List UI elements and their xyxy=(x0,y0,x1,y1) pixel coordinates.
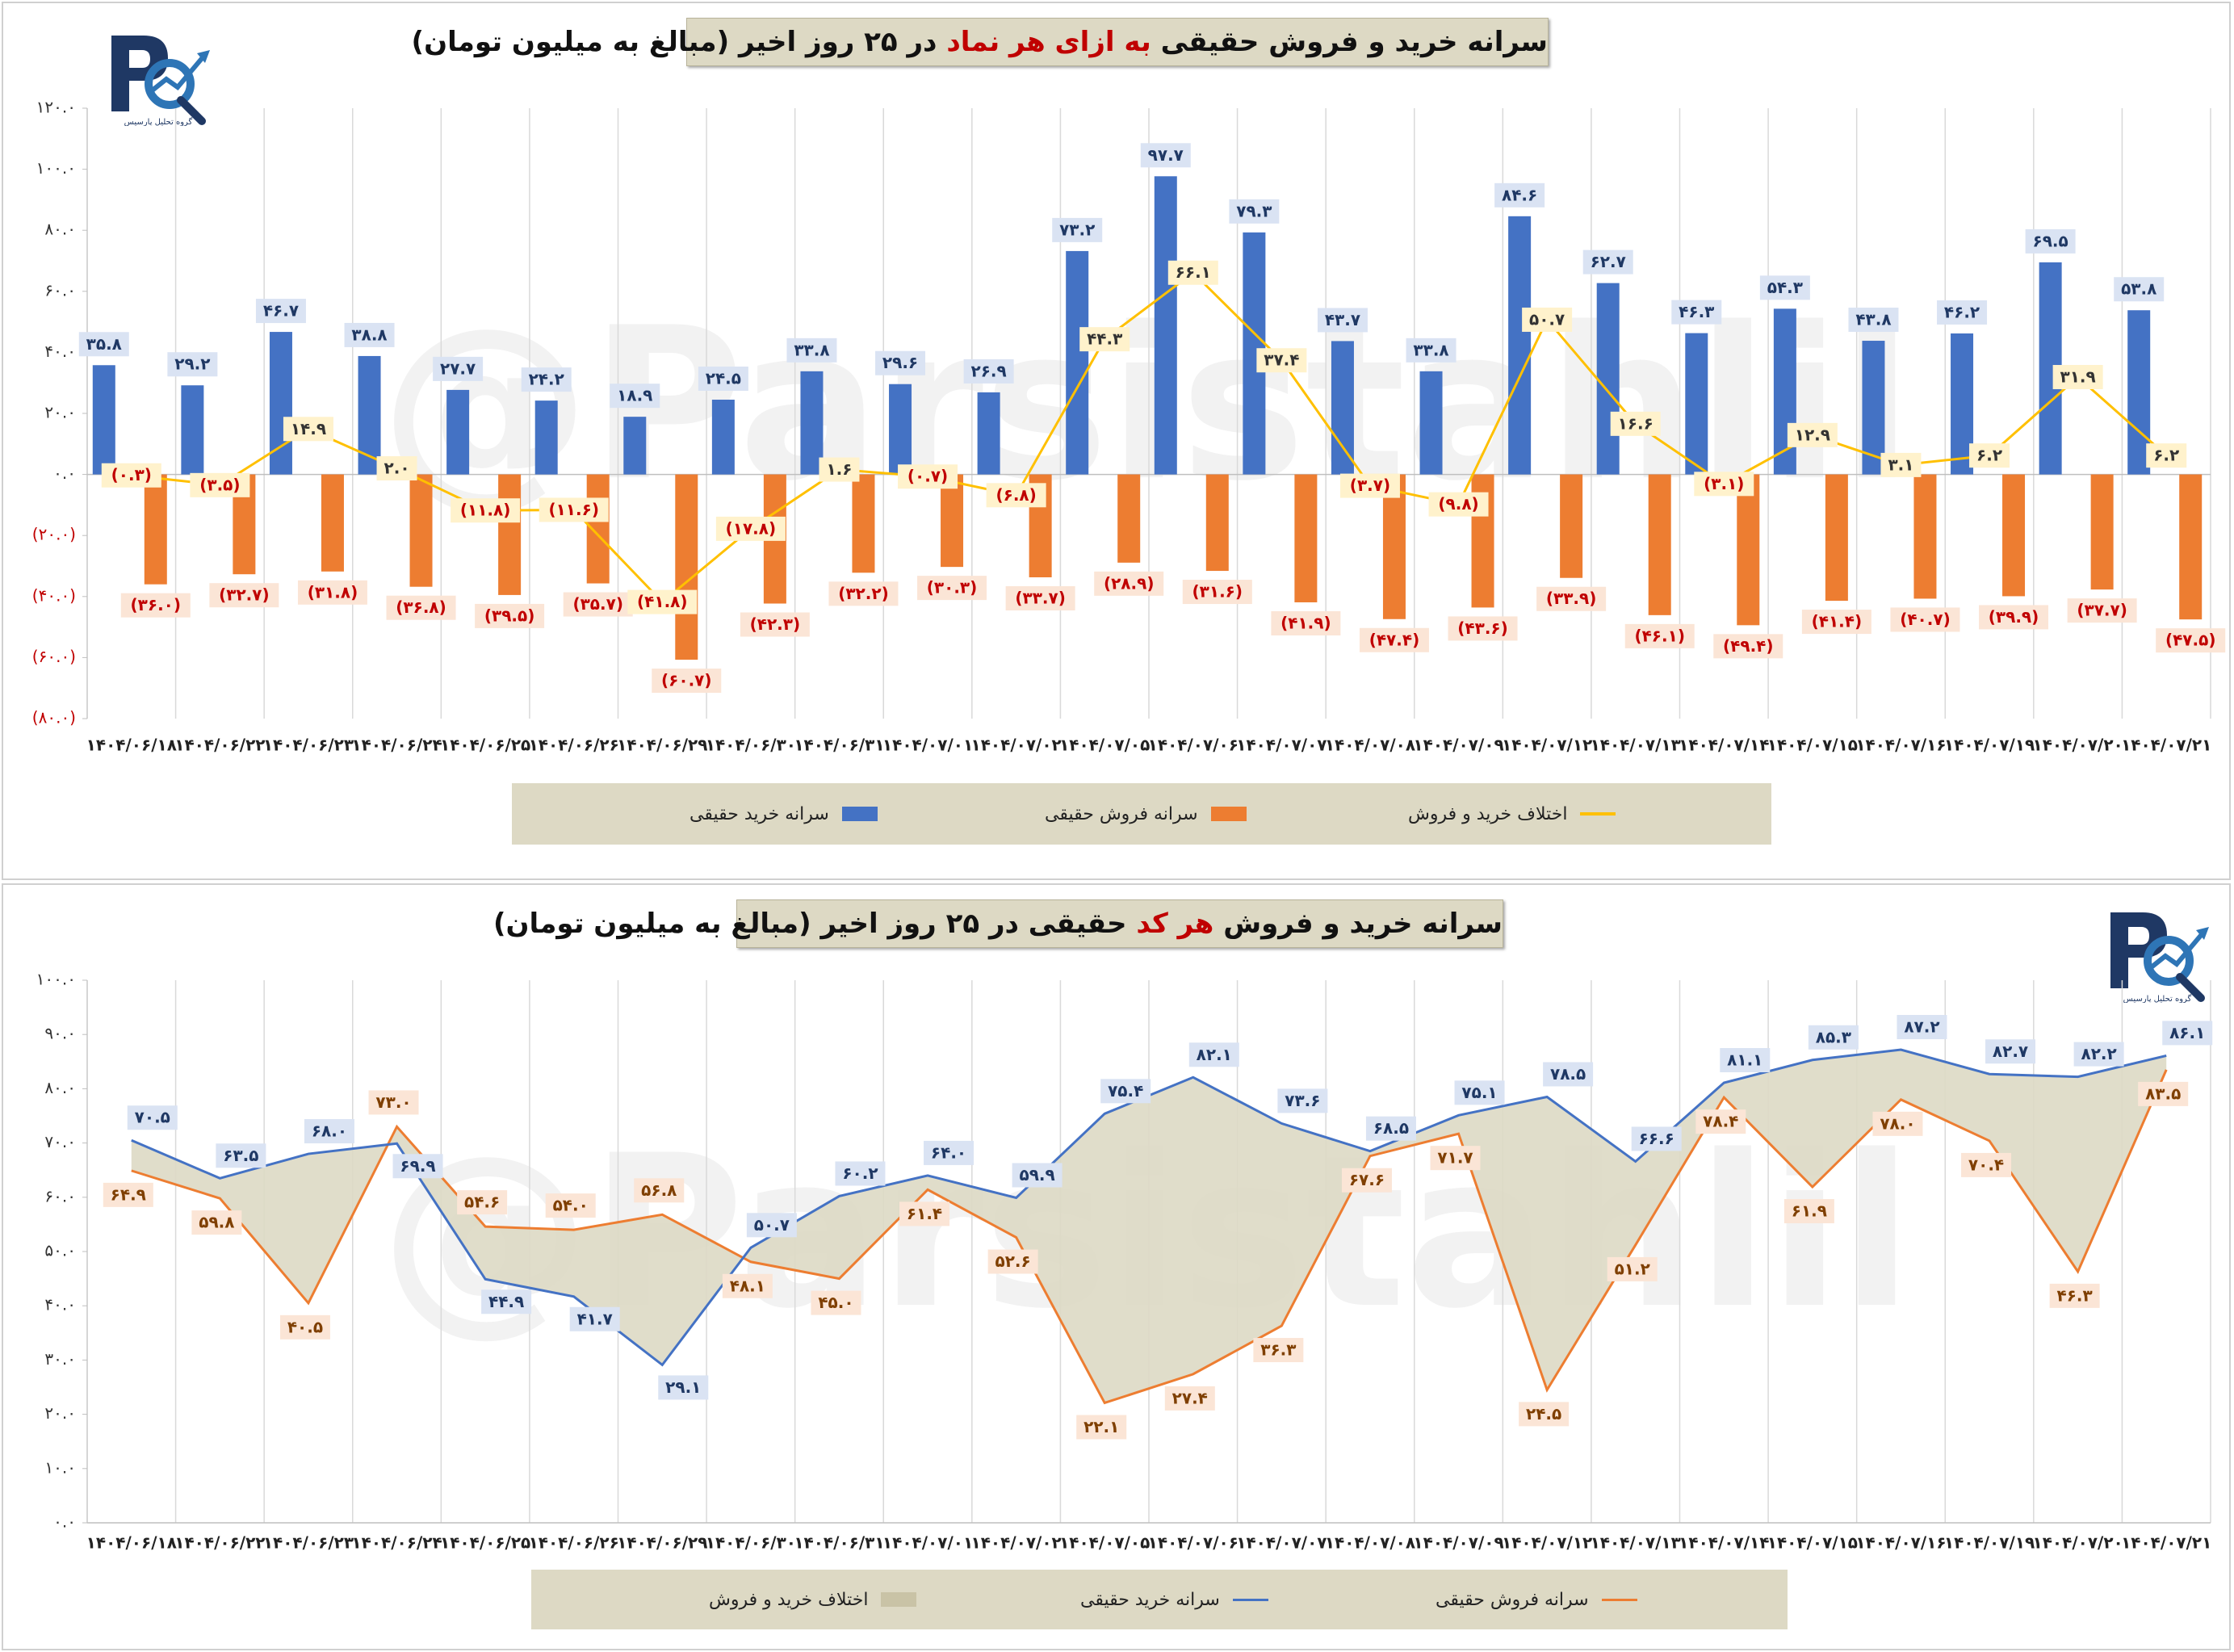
top-chart-title: سرانه خرید و فروش حقیقی به ازای هر نماد … xyxy=(412,18,1549,66)
legend-label-diff: اختلاف خرید و فروش xyxy=(1408,803,1568,824)
bottom-legend-item-buy: سرانه خرید حقیقی xyxy=(1080,1570,1268,1629)
top-legend-item-buy: سرانه خرید حقیقی xyxy=(689,783,878,845)
bottom-title-highlight: هر کد xyxy=(1136,908,1214,940)
top-legend-item-sell: سرانه فروش حقیقی xyxy=(1045,783,1247,845)
logo-icon: گروه تحلیل پارسیس xyxy=(2110,912,2209,1004)
legend-label-sell-line: سرانه فروش حقیقی xyxy=(1436,1589,1589,1610)
bottom-chart-title: سرانه خرید و فروش هر کد حقیقی در ۲۵ روز … xyxy=(493,899,1503,948)
top-title-part-a: سرانه خرید و فروش حقیقی xyxy=(1151,26,1548,58)
top-title-highlight: به ازای هر نماد xyxy=(946,26,1151,58)
legend-label-sell: سرانه فروش حقیقی xyxy=(1045,803,1198,824)
bottom-legend-item-sell: سرانه فروش حقیقی xyxy=(1436,1570,1637,1629)
logo-caption: گروه تحلیل پارسیس xyxy=(124,117,193,126)
legend-swatch-sell xyxy=(1210,807,1247,821)
bottom-chart-panel: سرانه خرید و فروش هر کد حقیقی در ۲۵ روز … xyxy=(2,883,2231,1650)
logo-caption: گروه تحلیل پارسیس xyxy=(2123,994,2192,1003)
bottom-legend-item-area: اختلاف خرید و فروش xyxy=(709,1570,917,1629)
legend-swatch-area xyxy=(881,1592,917,1607)
legend-swatch-buy xyxy=(841,807,878,821)
legend-label-area: اختلاف خرید و فروش xyxy=(709,1589,869,1610)
legend-swatch-diff xyxy=(1580,812,1616,816)
bottom-title-part-b: حقیقی در ۲۵ روز اخیر (مبالغ به میلیون تو… xyxy=(493,908,1137,940)
top-legend-item-diff: اختلاف خرید و فروش xyxy=(1408,783,1616,845)
legend-swatch-sell-line xyxy=(1601,1598,1637,1601)
logo-icon: گروه تحلیل پارسیس xyxy=(111,36,210,127)
top-legend: سرانه خرید حقیقی سرانه فروش حقیقی اختلاف… xyxy=(512,783,1771,845)
bottom-title-part-a: سرانه خرید و فروش xyxy=(1213,908,1503,940)
legend-swatch-buy-line xyxy=(1232,1598,1268,1601)
logo-bottom: گروه تحلیل پارسیس xyxy=(2101,898,2214,1004)
logo-top: گروه تحلیل پارسیس xyxy=(102,21,215,127)
legend-label-buy: سرانه خرید حقیقی xyxy=(689,803,829,824)
legend-label-buy-line: سرانه خرید حقیقی xyxy=(1080,1589,1220,1610)
top-chart-panel: سرانه خرید و فروش حقیقی به ازای هر نماد … xyxy=(2,2,2231,880)
top-title-part-b: در ۲۵ روز اخیر (مبالغ به میلیون تومان) xyxy=(411,26,947,58)
bottom-legend: اختلاف خرید و فروش سرانه خرید حقیقی سران… xyxy=(531,1570,1788,1629)
